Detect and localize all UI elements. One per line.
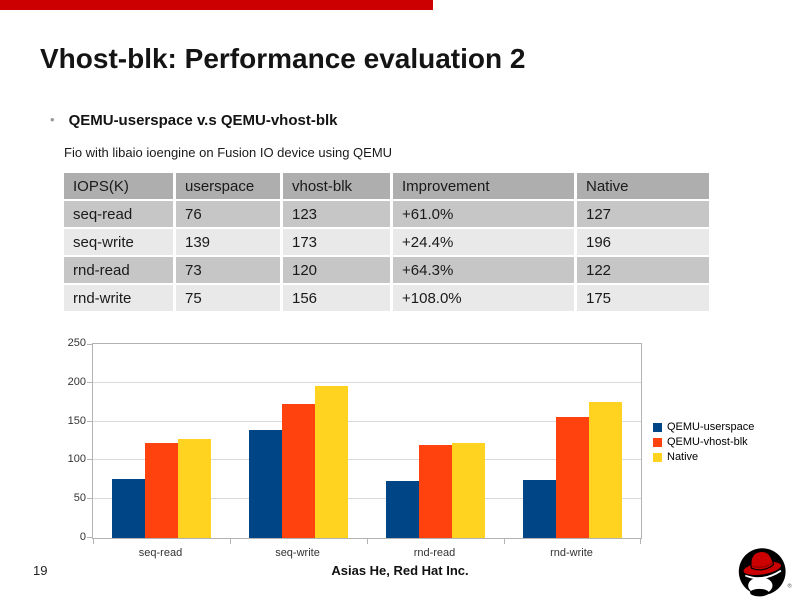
table-cell: 76 — [176, 201, 280, 227]
bullet-text: QEMU-userspace v.s QEMU-vhost-blk — [68, 111, 338, 129]
table-cell: 123 — [283, 201, 390, 227]
page-number: 19 — [33, 563, 48, 578]
bar-group — [230, 344, 367, 538]
bar-qemu-userspace-seq-write — [249, 430, 282, 538]
registered-trademark: ® — [787, 583, 792, 590]
x-axis-tick — [367, 538, 368, 544]
footer-text: Asias He, Red Hat Inc. — [331, 563, 469, 578]
x-axis-category-label: rnd-read — [413, 547, 456, 559]
legend-label: Native — [667, 451, 699, 463]
chart-legend: QEMU-userspace QEMU-vhost-blk Native — [653, 421, 754, 466]
redhat-shadowman-icon: ® — [738, 548, 792, 597]
bar-native-rnd-write — [589, 402, 622, 538]
table-cell: +61.0% — [393, 201, 574, 227]
x-axis-tick — [93, 538, 94, 544]
table-body: seq-read 76 123 +61.0% 127 seq-write 139 173 +24… — [64, 201, 709, 311]
gridline — [93, 420, 641, 422]
table-cell: seq-write — [64, 229, 173, 255]
x-axis-category-label: seq-read — [138, 547, 183, 559]
table-cell: 127 — [577, 201, 709, 227]
table-cell: rnd-write — [64, 285, 173, 311]
top-accent-bar — [0, 0, 433, 10]
chart-caption: Fio with libaio ioengine on Fusion IO de… — [64, 145, 393, 160]
table-cell: 73 — [176, 257, 280, 283]
legend-swatch-native — [653, 452, 662, 462]
bar-native-seq-read — [178, 439, 211, 538]
table-cell: 75 — [176, 285, 280, 311]
bullet-icon: • — [50, 112, 55, 127]
table-row: rnd-write 75 156 +108.0% 175 — [64, 285, 709, 311]
gridline — [93, 459, 641, 461]
bar-group — [367, 344, 504, 538]
bar-qemu-vhost-blk-rnd-write — [556, 416, 589, 538]
bar-qemu-userspace-seq-read — [112, 479, 145, 538]
y-axis-tick-label: 150 — [67, 414, 86, 427]
legend-label: QEMU-vhost-blk — [667, 436, 748, 448]
gridline — [93, 381, 641, 383]
legend-item: QEMU-userspace — [653, 421, 754, 433]
bar-native-rnd-read — [452, 443, 485, 538]
table-cell: 139 — [176, 229, 280, 255]
bar-qemu-vhost-blk-rnd-read — [419, 444, 452, 538]
bar-group — [504, 344, 641, 538]
bar-qemu-vhost-blk-seq-write — [282, 403, 315, 538]
y-axis-tick — [87, 537, 93, 538]
table-cell: 173 — [283, 229, 390, 255]
x-axis-tick — [504, 538, 505, 544]
table-row: rnd-read 73 120 +64.3% 122 — [64, 257, 709, 283]
legend-item: Native — [653, 451, 754, 463]
table-header-cell: IOPS(K) — [64, 173, 173, 199]
bar-qemu-vhost-blk-seq-read — [145, 442, 178, 538]
bar-group — [93, 344, 230, 538]
table-cell: +108.0% — [393, 285, 574, 311]
x-axis-category-label: seq-write — [275, 547, 320, 559]
table-header-row: IOPS(K) userspace vhost-blk Improvement Nati… — [64, 173, 709, 199]
table-cell: 175 — [577, 285, 709, 311]
gridline — [93, 498, 641, 500]
results-table: IOPS(K) userspace vhost-blk Improvement Nati… — [61, 171, 712, 313]
y-axis-tick-label: 100 — [67, 453, 86, 466]
bar-chart: 0 50 100 150 200 250 QEMU-userspace QEMU-vhost… — [60, 335, 760, 561]
table-cell: seq-read — [64, 201, 173, 227]
y-axis-tick-label: 200 — [67, 375, 86, 388]
x-axis-category-label: rnd-write — [550, 547, 593, 559]
redhat-logo: ® — [736, 546, 794, 600]
y-axis-labels: 0 50 100 150 200 250 — [60, 337, 86, 543]
legend-swatch-qemu-userspace — [653, 422, 662, 432]
bar-native-seq-write — [315, 385, 348, 538]
legend-swatch-qemu-vhost-blk — [653, 437, 662, 447]
legend-item: QEMU-vhost-blk — [653, 436, 754, 448]
table-header-cell: Improvement — [393, 173, 574, 199]
y-axis-tick — [87, 344, 93, 345]
bar-qemu-userspace-rnd-write — [523, 479, 556, 538]
legend-label: QEMU-userspace — [667, 421, 755, 433]
y-axis-tick — [87, 498, 93, 500]
slide-title: Vhost-blk: Performance evaluation 2 — [40, 43, 526, 74]
x-axis-tick — [640, 538, 641, 544]
x-axis-tick — [230, 538, 231, 544]
table-cell: +24.4% — [393, 229, 574, 255]
table-cell: rnd-read — [64, 257, 173, 283]
table-cell: 120 — [283, 257, 390, 283]
table-header-cell: vhost-blk — [283, 173, 390, 199]
table-row: seq-read 76 123 +61.0% 127 — [64, 201, 709, 227]
table-cell: 156 — [283, 285, 390, 311]
table-header-cell: Native — [577, 173, 709, 199]
bar-qemu-userspace-rnd-read — [386, 481, 419, 538]
y-axis-tick-label: 250 — [67, 337, 86, 349]
table-row: seq-write 139 173 +24.4% 196 — [64, 229, 709, 255]
bullet-item: • QEMU-userspace v.s QEMU-vhost-blk — [50, 111, 338, 129]
y-axis-tick-label: 0 — [79, 531, 86, 543]
y-axis-tick-label: 50 — [73, 492, 86, 505]
table-cell: 122 — [577, 257, 709, 283]
table-cell: 196 — [577, 229, 709, 255]
y-axis-tick — [87, 381, 93, 383]
chart-plot-area — [87, 343, 642, 544]
y-axis-tick — [87, 459, 93, 461]
table-cell: +64.3% — [393, 257, 574, 283]
y-axis-tick — [87, 420, 93, 422]
table-header-cell: userspace — [176, 173, 280, 199]
